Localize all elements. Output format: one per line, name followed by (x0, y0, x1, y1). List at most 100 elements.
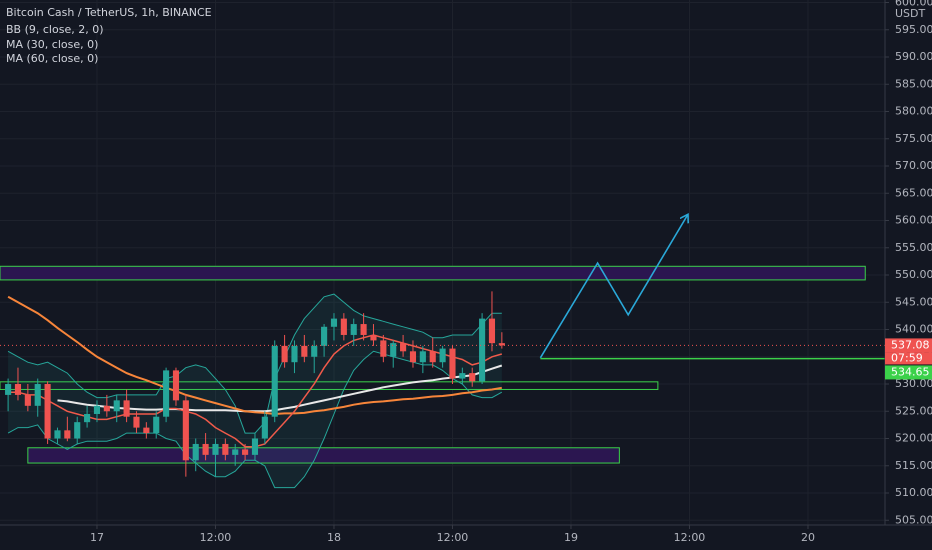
candle-body (143, 427, 150, 434)
y-tick-label: 550.00 (895, 268, 932, 281)
x-tick-label: 12:00 (674, 531, 706, 544)
candle-body (54, 430, 61, 439)
candle-body (133, 416, 140, 428)
candle-body (360, 324, 367, 335)
candle-body (182, 400, 189, 461)
candle-body (5, 384, 12, 395)
bb-fill (8, 294, 502, 488)
candle-body (459, 373, 466, 379)
y-tick-label: 555.00 (895, 241, 932, 254)
y-tick-label: 590.00 (895, 50, 932, 63)
legend-entry: MA (60, close, 0) (6, 52, 98, 65)
candle-body (222, 443, 229, 455)
candle-body (311, 345, 318, 357)
y-axis-unit: USDT (895, 7, 926, 20)
candle-body (370, 334, 377, 341)
last-price-label: 537.08 (891, 338, 930, 351)
level-price-box (885, 365, 932, 380)
candle-body (212, 443, 219, 455)
candle-body (34, 384, 41, 406)
candle-body (64, 430, 71, 439)
candle-body (192, 443, 199, 461)
legend-entry: MA (30, close, 0) (6, 38, 98, 51)
candle-body (232, 449, 239, 455)
y-tick-label: 565.00 (895, 186, 932, 199)
candle-body (390, 343, 397, 357)
candle-body (498, 343, 505, 346)
y-tick-label: 515.00 (895, 459, 932, 472)
candle-body (93, 405, 101, 414)
candle-body (153, 416, 160, 434)
candle-body (291, 345, 298, 363)
countdown-box (885, 352, 932, 365)
zone (0, 381, 659, 390)
candle-body (163, 370, 170, 417)
countdown-label: 07:59 (891, 351, 923, 364)
y-tick-label: 580.00 (895, 105, 932, 118)
y-tick-label: 530.00 (895, 377, 932, 390)
candle-body (24, 394, 31, 406)
y-tick-label: 560.00 (895, 214, 932, 227)
y-tick-label: 545.00 (895, 295, 932, 308)
y-tick-label: 585.00 (895, 77, 932, 90)
candle-body (103, 405, 110, 412)
y-tick-label: 575.00 (895, 132, 932, 145)
zone (0, 265, 866, 281)
grid (0, 0, 885, 525)
candle-body (172, 370, 180, 401)
ma-line (57, 364, 503, 413)
candle-body (409, 351, 417, 363)
y-tick-label: 525.00 (895, 404, 932, 417)
candle-body (202, 443, 209, 455)
chart-title: Bitcoin Cash / TetherUS, 1h, BINANCE (6, 6, 212, 19)
x-tick-label: 19 (564, 531, 578, 544)
candle-body (271, 345, 278, 417)
candle-body (479, 318, 486, 382)
ma-line (7, 295, 502, 416)
candle-body (281, 345, 288, 363)
candle-body (419, 351, 426, 363)
candle-body (488, 318, 496, 344)
y-tick-label: 595.00 (895, 23, 932, 36)
y-tick-label: 505.00 (895, 513, 932, 526)
zone (27, 447, 620, 464)
y-tick-label: 520.00 (895, 432, 932, 445)
candle-body (123, 400, 130, 417)
candle-body (439, 348, 446, 363)
level-price-label: 534.65 (891, 365, 930, 378)
plot-area (0, 215, 885, 489)
candle-body (429, 351, 436, 363)
candle-body (380, 340, 387, 357)
candle-body (261, 416, 268, 439)
candle-body (400, 343, 407, 352)
candle-body (340, 318, 347, 335)
candle-body (44, 384, 51, 439)
x-tick-label: 12:00 (437, 531, 469, 544)
candle-body (74, 422, 81, 439)
y-tick-label: 570.00 (895, 159, 932, 172)
x-tick-label: 18 (327, 531, 341, 544)
x-tick-label: 12:00 (200, 531, 232, 544)
candle-body (84, 413, 91, 423)
candle-body (469, 373, 476, 382)
y-tick-label: 540.00 (895, 323, 932, 336)
x-tick-label: 17 (90, 531, 104, 544)
candle-body (113, 400, 120, 412)
projection-arrow (539, 215, 687, 359)
last-price-box (885, 338, 932, 353)
candle-body (301, 345, 308, 357)
candle-body (14, 384, 22, 395)
candle-body (350, 324, 357, 335)
candle-body (242, 449, 249, 455)
candle-body (251, 438, 259, 455)
legend-entry: BB (9, close, 2, 0) (6, 23, 103, 36)
candle-body (449, 348, 456, 379)
x-tick-label: 20 (801, 531, 815, 544)
candle-body (321, 326, 328, 346)
candle-body (330, 318, 338, 327)
y-tick-label: 600.00 (895, 0, 932, 9)
y-tick-label: 510.00 (895, 486, 932, 499)
